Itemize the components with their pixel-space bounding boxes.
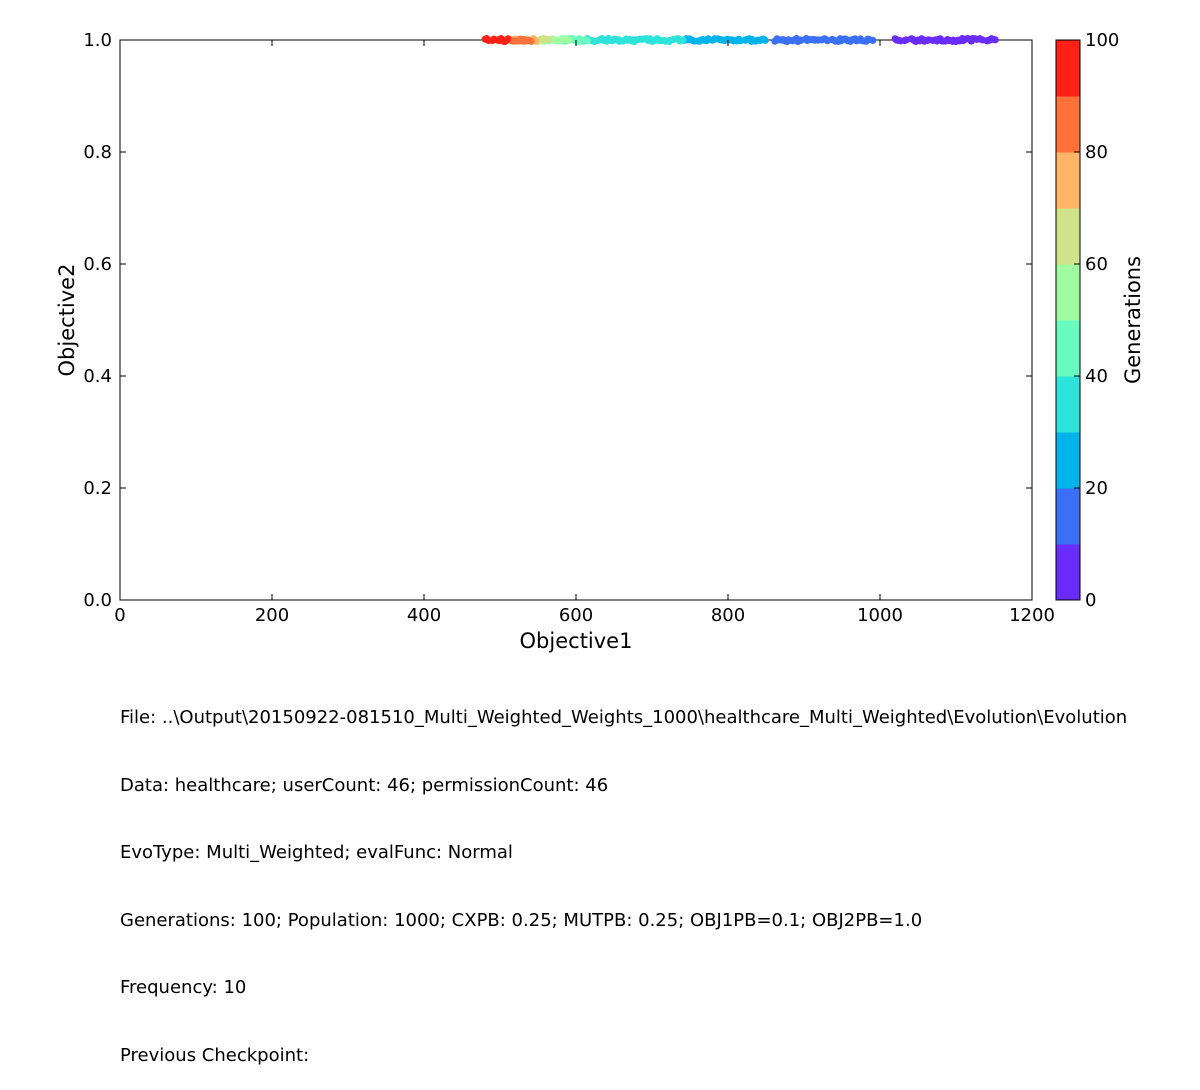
y-tick-label: 0.4 <box>83 366 112 387</box>
colorbar-segment <box>1056 152 1080 209</box>
colorbar-segment <box>1056 544 1080 601</box>
info-data: Data: healthcare; userCount: 46; permiss… <box>120 774 609 796</box>
info-generations: Generations: 100; Population: 1000; CXPB… <box>120 909 923 931</box>
colorbar-segment <box>1056 376 1080 433</box>
x-tick-label: 1200 <box>1009 605 1055 626</box>
scatter-point <box>565 36 573 44</box>
colorbar-tick-label: 60 <box>1085 254 1108 275</box>
y-tick-label: 0.8 <box>83 142 112 163</box>
info-frequency: Frequency: 10 <box>120 977 247 998</box>
colorbar: 0 20 40 60 80 100 <box>1055 30 1119 611</box>
colorbar-tick-label: 40 <box>1085 366 1108 387</box>
y-axis-label: Objective2 <box>55 264 79 377</box>
x-tick-label: 0 <box>114 605 125 626</box>
colorbar-tick-label: 0 <box>1085 590 1096 611</box>
x-tick-label: 400 <box>407 605 441 626</box>
info-checkpoint: Previous Checkpoint: <box>120 1044 310 1066</box>
x-tick-label: 1000 <box>857 605 903 626</box>
colorbar-segment <box>1056 40 1080 97</box>
x-tick-label: 600 <box>559 605 593 626</box>
scatter-point <box>527 37 535 45</box>
colorbar-tick-label: 100 <box>1085 30 1119 51</box>
colorbar-frame <box>1055 39 1081 601</box>
plot-area <box>119 39 1033 601</box>
x-axis-label: Objective1 <box>520 629 633 653</box>
scatter-point <box>991 36 999 44</box>
colorbar-segment <box>1056 264 1080 321</box>
colorbar-segment <box>1056 320 1080 377</box>
data-points <box>481 34 999 46</box>
colorbar-tick-label: 20 <box>1085 478 1108 499</box>
info-evotype: EvoType: Multi_Weighted; evalFunc: Norma… <box>120 842 513 863</box>
scatter-point <box>583 37 591 45</box>
colorbar-tick-label: 80 <box>1085 142 1108 163</box>
y-axis: 0.0 0.2 0.4 0.6 0.8 1.0 <box>83 30 1032 611</box>
y-tick-label: 0.2 <box>83 478 112 499</box>
colorbar-segment <box>1056 432 1080 489</box>
scatter-point <box>504 35 512 43</box>
x-tick-label: 200 <box>255 605 289 626</box>
run-info: File: ..\Output\20150922-081510_Multi_We… <box>120 662 1200 1090</box>
colorbar-segment <box>1056 96 1080 153</box>
colorbar-segment <box>1056 208 1080 265</box>
scatter-point <box>761 36 769 44</box>
y-tick-label: 0.6 <box>83 254 112 275</box>
x-axis: 0 200 400 600 800 1000 1200 <box>114 40 1055 626</box>
colorbar-label: Generations <box>1121 256 1145 384</box>
scatter-chart: 0 200 400 600 800 1000 1200 0.00.20.40.60.81.0… <box>55 30 1145 653</box>
scatter-point <box>679 36 687 44</box>
y-tick-label: 1.0 <box>83 30 112 51</box>
scatter-point <box>869 36 877 44</box>
y-tick-label: 0.0 <box>83 590 112 611</box>
colorbar-segment <box>1056 488 1080 545</box>
scatter-point <box>545 36 553 44</box>
x-tick-label: 800 <box>711 605 745 626</box>
info-file: File: ..\Output\20150922-081510_Multi_We… <box>120 707 1128 728</box>
